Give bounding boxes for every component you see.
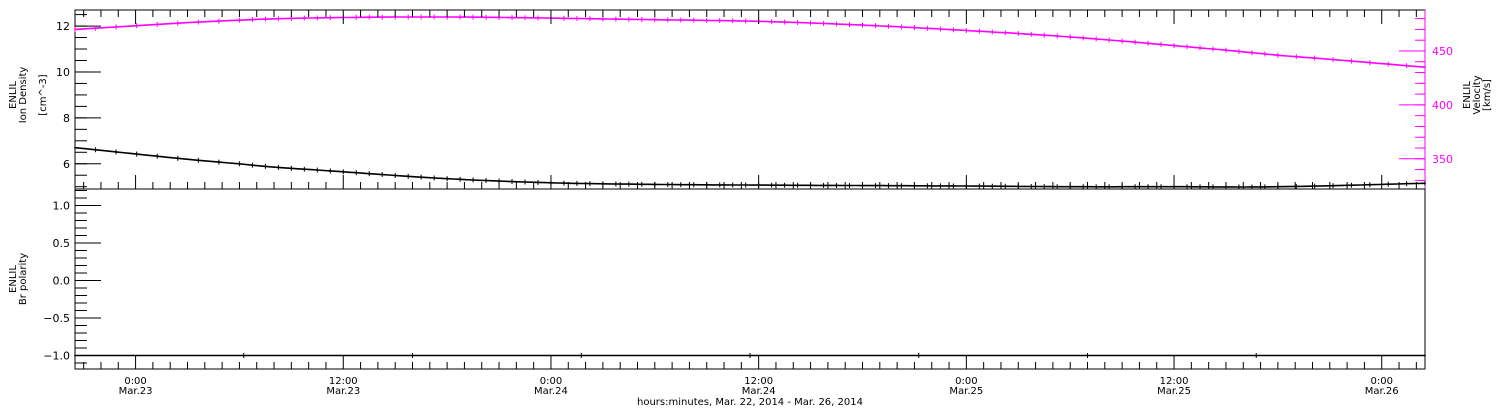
date-tick-label: Mar.24	[742, 386, 776, 397]
density-series-line-vertex	[1424, 182, 1426, 185]
velocity-series-line-vertex	[238, 19, 241, 22]
polarity-axis-label-line: ENLIL	[8, 265, 19, 293]
time-tick-label: 12:00	[1160, 376, 1189, 387]
velocity-series-line-vertex	[965, 29, 968, 32]
bottom-panel: −1.0 −0.5 0.0 0.5 1.0 ENLILBr polarity	[8, 188, 1426, 370]
velocity-tick-label: 450	[1432, 45, 1453, 58]
time-tick-label: 0:00	[540, 376, 562, 387]
date-tick-label: Mar.23	[326, 386, 360, 397]
density-series-line-vertex	[74, 146, 76, 149]
polarity-tick-label: −1.0	[43, 350, 70, 363]
polarity-tick-label: 0.5	[53, 237, 71, 250]
velocity-series-line-vertex	[1173, 44, 1175, 47]
velocity-tick-label: 350	[1432, 153, 1453, 166]
polarity-axis-label-line: Br polarity	[18, 253, 29, 305]
top-frame	[74, 9, 1426, 190]
date-tick-label: Mar.25	[1157, 386, 1191, 397]
time-tick-label: 0:00	[955, 376, 977, 387]
density-series-line	[74, 146, 1426, 188]
density-unit-label: [cm^-3]	[38, 74, 49, 115]
polarity-axis-label: ENLILBr polarity	[8, 253, 29, 305]
velocity-series-line	[74, 16, 1426, 68]
time-tick-label: 12:00	[744, 376, 773, 387]
polarity-tick-label: 0.0	[53, 275, 71, 288]
velocity-series-line-vertex	[74, 28, 76, 31]
date-tick-label: Mar.26	[1365, 386, 1399, 397]
density-series-line-vertex	[446, 177, 449, 180]
velocity-series-line-vertex	[1424, 66, 1426, 69]
velocity-series-line-points	[74, 14, 1426, 70]
density-series-line-vertex	[342, 170, 345, 173]
velocity-axis-label-line: Velocity	[1472, 75, 1483, 114]
velocity-series-line-vertex	[1069, 36, 1072, 38]
polarity-tick-label: −0.5	[43, 312, 70, 325]
density-axis-label: ENLILIon Density	[8, 67, 29, 124]
density-tick-label: 8	[63, 112, 70, 125]
polarity-series-line-points	[74, 353, 1426, 358]
velocity-series-line-vertex	[653, 18, 656, 21]
velocity-series-line-vertex	[1276, 54, 1279, 57]
time-axis: 0:00Mar.2312:00Mar.230:00Mar.2412:00Mar.…	[83, 10, 1417, 397]
time-tick-label: 0:00	[1370, 376, 1392, 387]
x-axis-title: hours:minutes, Mar. 22, 2014 - Mar. 26, …	[637, 397, 863, 408]
velocity-series-line-vertex	[861, 24, 864, 26]
velocity-tick-label: 400	[1432, 99, 1453, 112]
bottom-frame	[74, 188, 1426, 370]
density-tick-label: 6	[63, 158, 70, 171]
date-tick-label: Mar.24	[534, 386, 568, 397]
density-tick-label: 12	[56, 20, 70, 33]
time-tick-label: 0:00	[124, 376, 146, 387]
date-tick-label: Mar.23	[119, 386, 153, 397]
velocity-axis-label-line: [km/s]	[1482, 79, 1493, 111]
density-axis-label-line: ENLIL	[8, 81, 19, 109]
density-axis-label-line: Ion Density	[18, 67, 29, 124]
density-tick-label: 10	[56, 66, 70, 79]
density-series-line-vertex	[238, 162, 241, 165]
time-tick-label: 12:00	[329, 376, 358, 387]
velocity-axis-label-line: ENLIL	[1462, 81, 1473, 109]
date-tick-label: Mar.25	[949, 386, 983, 397]
velocity-axis-label: ENLILVelocity[km/s]	[1462, 75, 1493, 114]
polarity-tick-label: 1.0	[53, 200, 71, 213]
polarity-series-line-vertex	[74, 354, 76, 357]
polarity-series-line-vertex	[1424, 354, 1426, 357]
